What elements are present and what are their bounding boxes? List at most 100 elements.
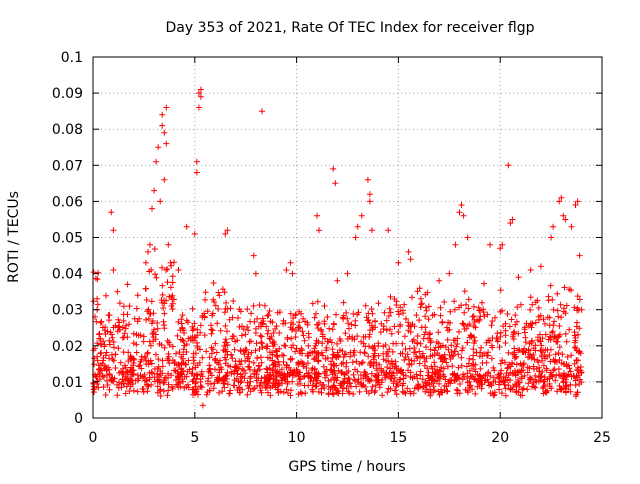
- data-point: [222, 339, 228, 346]
- data-point: [329, 326, 336, 333]
- data-point: [261, 302, 268, 309]
- data-point: [543, 365, 550, 372]
- data-point: [228, 351, 234, 358]
- data-point: [541, 374, 548, 381]
- x-tick-label: 10: [288, 430, 306, 446]
- data-point: [535, 374, 542, 380]
- data-point: [555, 350, 562, 356]
- data-point: [380, 367, 387, 374]
- data-point: [447, 308, 454, 315]
- data-point: [160, 318, 167, 325]
- data-point: [402, 372, 409, 379]
- data-point: [149, 205, 155, 212]
- data-point: [348, 383, 354, 390]
- data-point: [112, 365, 119, 371]
- data-point: [228, 370, 235, 377]
- data-point: [212, 340, 219, 347]
- data-point: [210, 385, 217, 392]
- data-point: [484, 376, 491, 383]
- data-point: [300, 332, 307, 339]
- data-point: [145, 361, 152, 368]
- data-point: [282, 320, 289, 327]
- data-point: [409, 294, 415, 301]
- data-point: [313, 310, 319, 317]
- data-point: [300, 374, 307, 380]
- data-point: [437, 304, 444, 311]
- data-point: [389, 372, 396, 379]
- data-point: [276, 361, 283, 368]
- data-point: [350, 371, 357, 378]
- data-point: [165, 370, 172, 377]
- data-point: [106, 312, 113, 319]
- data-point: [231, 346, 238, 353]
- data-point: [211, 380, 218, 387]
- data-point: [422, 304, 429, 311]
- data-point: [428, 380, 435, 387]
- data-point: [528, 337, 535, 344]
- data-point: [145, 383, 152, 390]
- data-point: [355, 376, 362, 383]
- data-point: [339, 390, 346, 397]
- data-point: [414, 288, 421, 295]
- data-point: [385, 385, 392, 392]
- data-point: [563, 388, 569, 395]
- data-point: [343, 363, 350, 370]
- data-point: [108, 351, 115, 358]
- data-point: [265, 327, 272, 334]
- data-point: [469, 386, 476, 393]
- data-point: [254, 355, 261, 361]
- data-point: [543, 389, 550, 396]
- data-point: [423, 307, 430, 314]
- data-point: [148, 360, 155, 367]
- data-point: [267, 371, 273, 378]
- data-point: [402, 390, 409, 397]
- data-point: [334, 389, 341, 396]
- data-point: [422, 291, 429, 298]
- data-point: [197, 322, 204, 329]
- data-point: [488, 322, 495, 329]
- data-point: [571, 360, 578, 367]
- data-point: [122, 390, 129, 397]
- data-point: [488, 342, 495, 349]
- data-point: [555, 371, 562, 378]
- data-point: [100, 384, 107, 390]
- data-point: [454, 335, 461, 342]
- data-point: [540, 383, 547, 390]
- data-point: [571, 329, 578, 336]
- data-point: [296, 319, 303, 326]
- data-point: [91, 389, 97, 396]
- data-point: [519, 348, 526, 355]
- data-point: [234, 387, 241, 393]
- data-point: [525, 347, 532, 354]
- data-point: [387, 365, 394, 372]
- data-point: [527, 321, 534, 328]
- data-point: [214, 378, 221, 385]
- data-point: [551, 366, 558, 373]
- data-point: [316, 227, 322, 234]
- data-point: [151, 187, 158, 194]
- data-point: [458, 302, 465, 309]
- data-point: [574, 389, 581, 396]
- data-point: [253, 340, 260, 347]
- data-point: [169, 300, 176, 307]
- data-point: [467, 382, 474, 389]
- data-point: [366, 198, 373, 205]
- data-point: [120, 317, 127, 324]
- data-point: [176, 372, 183, 379]
- data-point: [212, 302, 219, 309]
- data-point: [337, 382, 344, 389]
- data-point: [138, 356, 145, 363]
- data-point: [513, 388, 520, 395]
- data-point: [423, 344, 429, 351]
- data-point: [196, 359, 203, 366]
- data-point: [557, 301, 564, 308]
- data-point: [317, 379, 324, 386]
- data-point: [108, 377, 115, 384]
- data-point: [106, 371, 113, 378]
- data-point: [288, 319, 295, 326]
- data-point: [367, 362, 374, 368]
- data-point: [548, 373, 555, 380]
- data-point: [552, 351, 559, 358]
- data-point: [442, 376, 449, 383]
- data-point: [120, 334, 127, 341]
